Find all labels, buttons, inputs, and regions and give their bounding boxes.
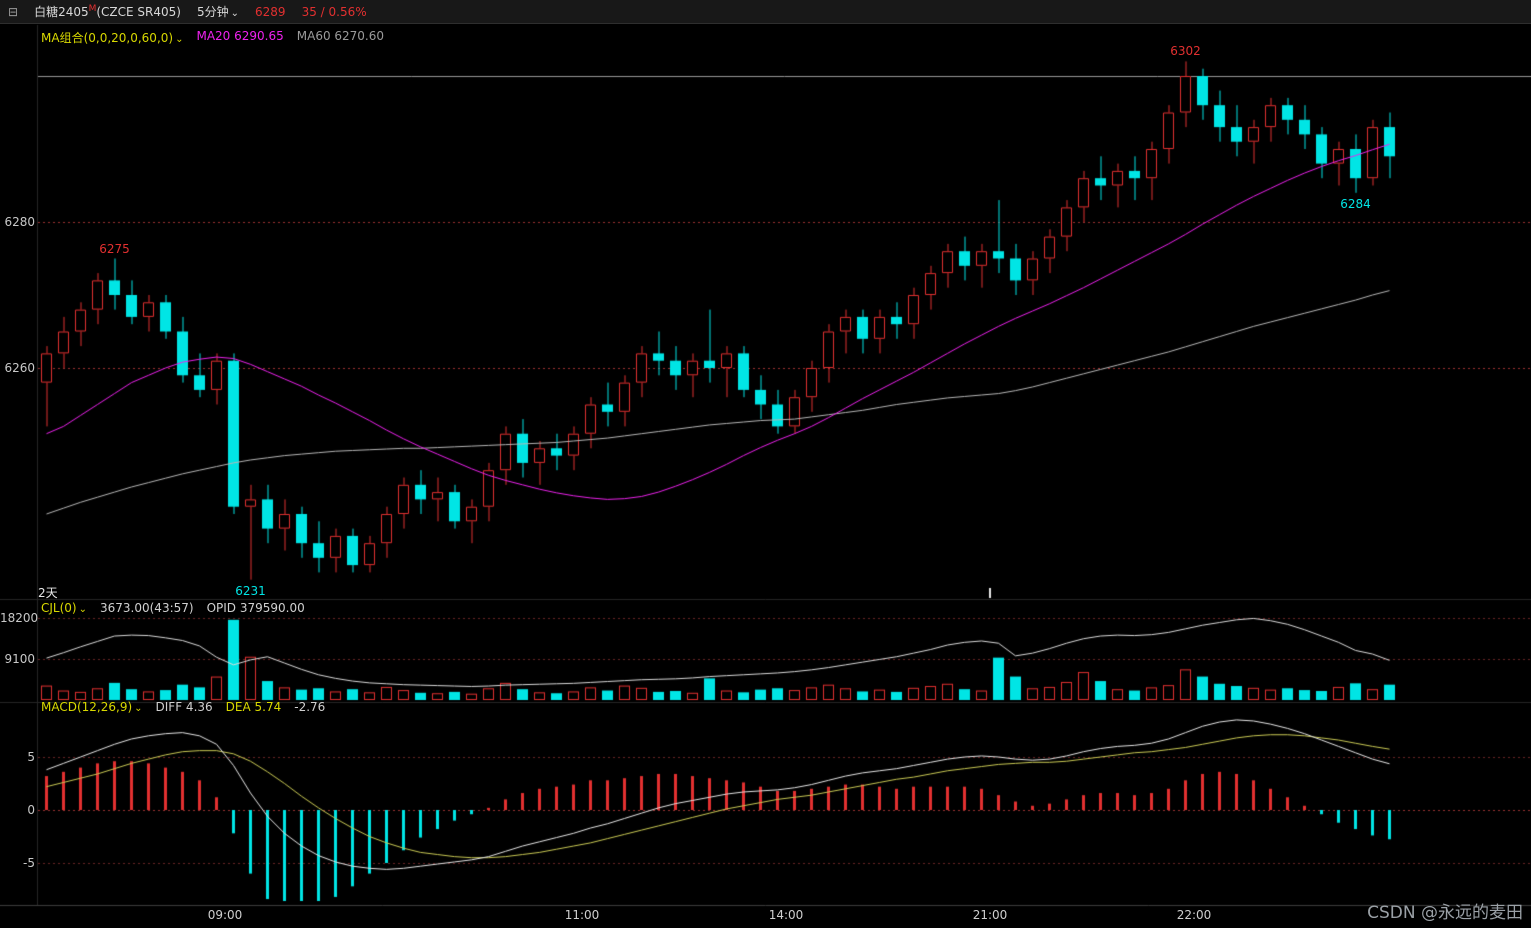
macd-indicator-header: MACD(12,26,9) ⌄ DIFF 4.36 DEA 5.74 -2.76: [41, 700, 325, 714]
watermark: CSDN @永远的麦田: [1367, 903, 1523, 923]
macd-axis-label: -5: [23, 856, 35, 870]
volume-value: 3673.00(43:57): [100, 601, 194, 615]
dea-value: DEA 5.74: [225, 700, 282, 714]
ma60-value: MA60 6270.60: [296, 29, 385, 43]
macd-dropdown[interactable]: MACD(12,26,9) ⌄: [41, 700, 143, 714]
time-axis-label: 14:00: [768, 908, 804, 922]
chevron-down-icon: ⌄: [78, 604, 87, 615]
price-mark-label: 6284: [1340, 196, 1371, 211]
contract-name: 白糖2405: [34, 5, 89, 19]
time-axis-label: 11:00: [564, 908, 600, 922]
price-mark-label: 6302: [1170, 44, 1201, 59]
ma-settings-dropdown[interactable]: MA组合(0,0,20,0,60,0) ⌄: [41, 29, 183, 46]
volume-axis-label: 9100: [4, 652, 35, 666]
price-axis-label: 6280: [4, 215, 35, 229]
range-button[interactable]: 2天: [38, 586, 58, 600]
volume-indicator-header: CJL(0) ⌄ 3673.00(43:57) OPID 379590.00: [41, 601, 305, 615]
time-axis-label: 09:00: [207, 908, 243, 922]
opid-value: OPID 379590.00: [206, 601, 305, 615]
price-mark-label: 6231: [235, 583, 266, 598]
macd-axis-label: 0: [27, 803, 35, 817]
volume-axis-label: 18200: [0, 611, 39, 625]
price-change: 35 / 0.56%: [301, 4, 367, 19]
period-label: 5分钟: [196, 5, 229, 19]
cjl-label: CJL(0): [41, 601, 77, 615]
window-icon[interactable]: ⊟: [8, 4, 19, 19]
macd-label: MACD(12,26,9): [41, 700, 133, 714]
macd-axis-label: 5: [27, 750, 35, 764]
last-price: 6289: [255, 4, 286, 19]
contract-exchange: (CZCE SR405): [96, 5, 181, 19]
contract-title: 白糖2405M(CZCE SR405): [34, 3, 181, 20]
time-axis-label: 22:00: [1176, 908, 1212, 922]
cjl-dropdown[interactable]: CJL(0) ⌄: [41, 601, 87, 615]
price-mark-label: 6275: [99, 241, 130, 256]
ma-combo-label: MA组合(0,0,20,0,60,0): [41, 31, 174, 45]
top-bar: ⊟ 白糖2405M(CZCE SR405) 5分钟 ⌄ 6289 35 / 0.5…: [0, 0, 1531, 24]
macd-hist-value: -2.76: [294, 700, 326, 714]
main-indicator-header: MA组合(0,0,20,0,60,0) ⌄ MA20 6290.65 MA60 6…: [41, 29, 384, 46]
price-axis-label: 6260: [4, 361, 35, 375]
chevron-down-icon: ⌄: [175, 34, 184, 45]
diff-value: DIFF 4.36: [155, 700, 213, 714]
chevron-down-icon: ⌄: [230, 8, 240, 19]
chevron-down-icon: ⌄: [134, 703, 143, 714]
ma20-value: MA20 6290.65: [196, 29, 284, 43]
period-selector[interactable]: 5分钟 ⌄: [197, 3, 239, 20]
time-axis-label: 21:00: [972, 908, 1008, 922]
main-contract-marker: M: [88, 4, 97, 14]
